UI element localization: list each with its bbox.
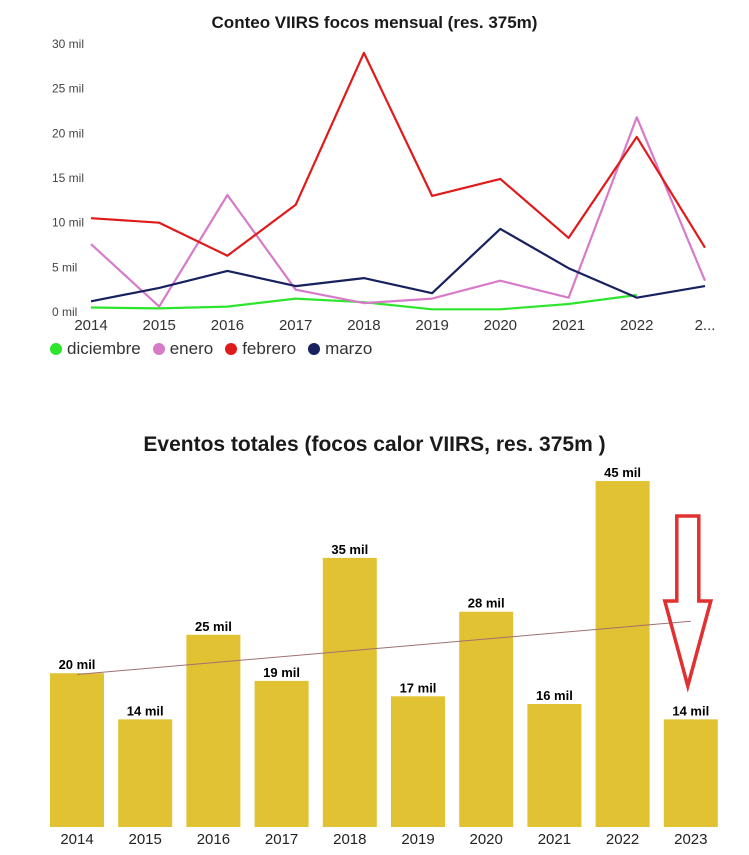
bar-2021 — [527, 703, 582, 827]
legend-item-marzo: marzo — [308, 339, 372, 359]
bar-data-label: 45 mil — [604, 465, 641, 480]
bar-2016 — [186, 634, 241, 827]
series-line-marzo — [90, 227, 706, 303]
x-tick-label: 2... — [695, 317, 716, 334]
legend-item-diciembre: diciembre — [50, 339, 141, 359]
bar-data-label: 19 mil — [263, 665, 300, 680]
bar-x-tick-label: 2017 — [265, 831, 298, 848]
y-tick-label: 25 mil — [52, 82, 84, 96]
line-chart-legend: diciembre enero febrero marzo — [50, 339, 372, 359]
bar-2019 — [391, 696, 445, 827]
y-tick-label: 30 mil — [52, 37, 84, 51]
line-chart: 0 mil 5 mil 10 mil 15 mil 20 mil 25 mil 30 mil… — [52, 37, 716, 334]
down-arrow-icon — [662, 514, 714, 693]
bar-2014 — [50, 673, 104, 827]
bar-data-label: 35 mil — [331, 542, 368, 557]
bar-x-tick-label: 2020 — [470, 831, 503, 848]
legend-dot-icon — [308, 343, 321, 355]
bar-x-tick-label: 2016 — [197, 831, 230, 848]
x-tick-label: 2017 — [279, 317, 312, 334]
bar-2022 — [595, 481, 650, 827]
legend-item-febrero: febrero — [225, 339, 296, 359]
legend-dot-icon — [50, 343, 62, 355]
bar-data-label: 14 mil — [127, 703, 164, 718]
x-tick-label: 2014 — [74, 317, 107, 334]
y-tick-label: 15 mil — [52, 171, 84, 185]
bar-x-tick-label: 2022 — [606, 831, 639, 848]
bar-2015 — [118, 719, 173, 827]
line-chart-title: Conteo VIIRS focos mensual (res. 375m) — [211, 13, 538, 32]
y-tick-label: 0 mil — [52, 305, 77, 319]
bar-2018 — [322, 557, 377, 827]
legend-dot-icon — [225, 343, 238, 355]
legend-item-enero: enero — [152, 339, 214, 359]
bar-2020 — [459, 611, 514, 827]
legend-label: marzo — [325, 339, 373, 358]
bar-data-label: 16 mil — [536, 688, 573, 703]
bar-data-label: 17 mil — [400, 680, 437, 695]
series-line-enero — [90, 116, 707, 308]
legend-label: febrero — [242, 339, 297, 358]
y-tick-label: 20 mil — [52, 126, 84, 140]
x-tick-label: 2022 — [620, 317, 653, 334]
bar-2023 — [663, 719, 718, 827]
x-tick-label: 2021 — [552, 317, 585, 334]
y-tick-label: 10 mil — [52, 216, 84, 230]
bar-x-tick-label: 2019 — [401, 831, 434, 848]
x-tick-label: 2015 — [143, 317, 176, 334]
y-tick-label: 5 mil — [52, 260, 77, 274]
legend-label: diciembre — [67, 339, 141, 358]
bar-x-tick-label: 2015 — [129, 831, 162, 848]
x-tick-label: 2018 — [347, 317, 380, 334]
bar-data-label: 28 mil — [468, 596, 505, 611]
x-tick-label: 2019 — [415, 317, 448, 334]
bar-data-label: 14 mil — [672, 703, 709, 718]
x-tick-label: 2020 — [484, 317, 517, 334]
bar-x-tick-label: 2023 — [674, 831, 707, 848]
bar-x-tick-label: 2021 — [538, 831, 571, 848]
x-tick-label: 2016 — [211, 317, 244, 334]
series-line-febrero — [90, 51, 706, 257]
bar-x-tick-label: 2018 — [333, 831, 366, 848]
legend-dot-icon — [152, 343, 165, 355]
bar-x-tick-label: 2014 — [60, 831, 93, 848]
bar-chart-title: Eventos totales (focos calor VIIRS, res.… — [143, 433, 606, 456]
bar-2017 — [254, 680, 309, 827]
trendline — [76, 620, 691, 675]
legend-label: enero — [169, 339, 214, 358]
bar-data-label: 20 mil — [59, 657, 96, 672]
bar-data-label: 25 mil — [195, 619, 232, 634]
